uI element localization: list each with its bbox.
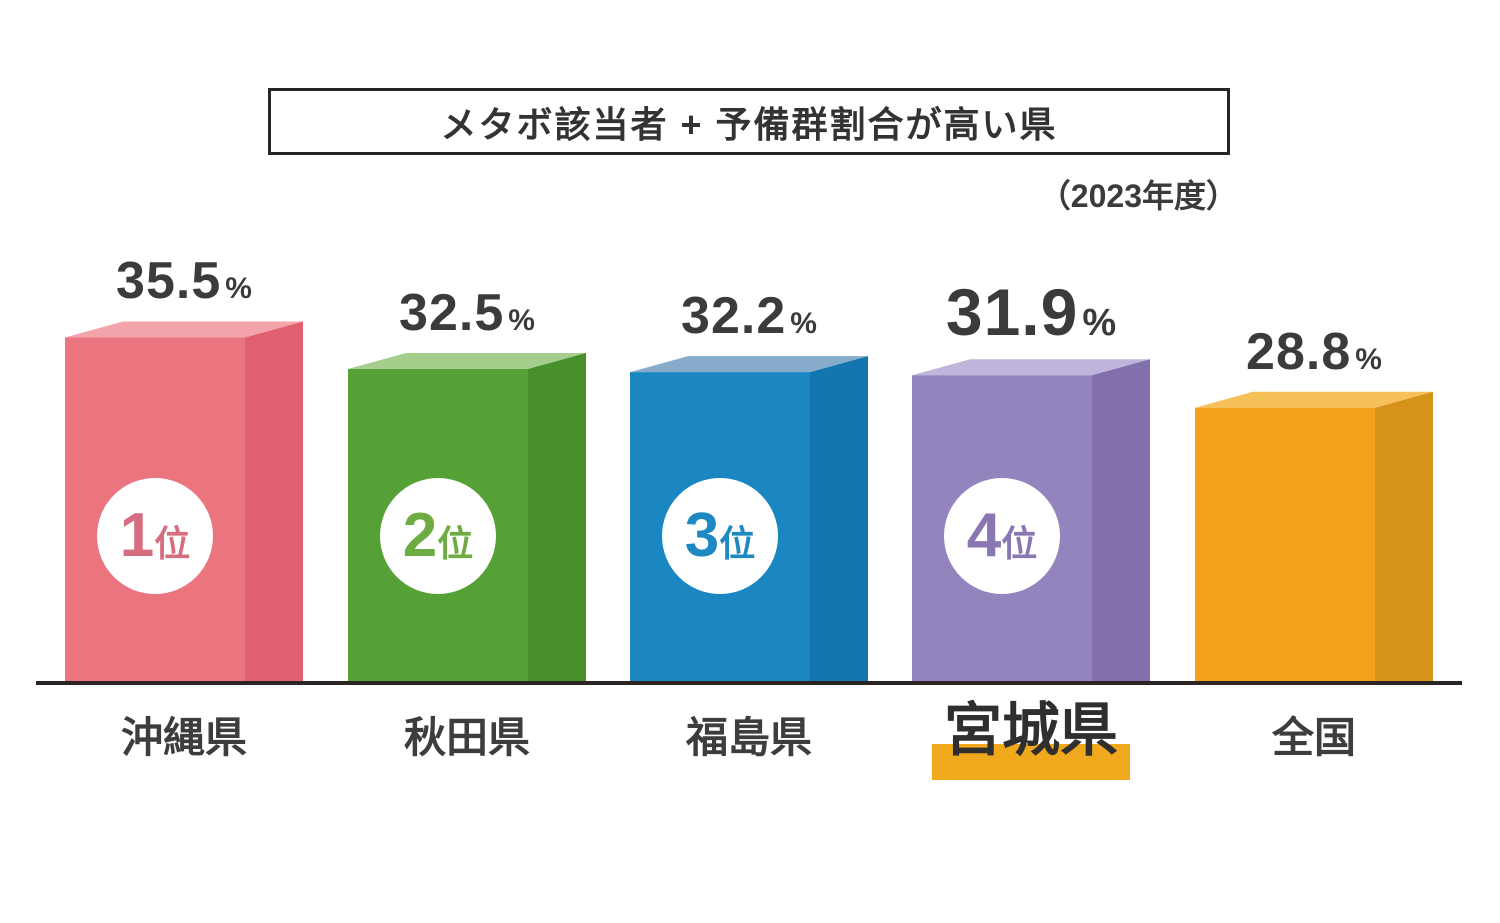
rank-badge: 3位 bbox=[662, 478, 778, 594]
category-label: 沖縄県 bbox=[25, 714, 343, 762]
bar-side-face bbox=[1375, 391, 1433, 685]
category-label: 宮城県 bbox=[872, 698, 1190, 780]
category-label: 全国 bbox=[1155, 714, 1473, 762]
rank-suffix: 位 bbox=[154, 523, 191, 564]
value-unit: % bbox=[1355, 342, 1382, 376]
rank-number: 2 bbox=[402, 501, 438, 570]
rank-badge: 1位 bbox=[97, 478, 213, 594]
category-label: 秋田県 bbox=[308, 714, 626, 762]
chart-title-box: メタボ該当者 + 予備群割合が高い県 bbox=[268, 88, 1230, 155]
category-text: 宮城県 bbox=[931, 698, 1130, 780]
rank-badge: 2位 bbox=[380, 478, 496, 594]
bar-top-face bbox=[912, 359, 1150, 376]
category-text: 沖縄県 bbox=[120, 714, 247, 761]
category-text: 全国 bbox=[1271, 714, 1356, 761]
bar-top-face bbox=[65, 321, 303, 338]
value-unit: % bbox=[1082, 302, 1117, 345]
bar-side-face bbox=[1092, 359, 1150, 685]
value-label: 32.2% bbox=[600, 290, 898, 342]
value-unit: % bbox=[508, 303, 535, 337]
bar-top-face bbox=[630, 356, 868, 373]
rank-number: 4 bbox=[966, 501, 1002, 570]
bar-top-face bbox=[1195, 391, 1433, 408]
x-axis-line bbox=[36, 681, 1462, 685]
value-unit: % bbox=[225, 272, 252, 306]
rank-badge: 4位 bbox=[944, 478, 1060, 594]
bar-side-face bbox=[810, 356, 868, 685]
bar-front-face bbox=[1195, 407, 1375, 685]
value-unit: % bbox=[790, 307, 817, 341]
category-label: 福島県 bbox=[590, 714, 908, 762]
value-label: 32.5% bbox=[318, 287, 616, 339]
bar-side-face bbox=[528, 352, 586, 685]
value-number: 31.9 bbox=[945, 275, 1079, 350]
rank-number: 1 bbox=[119, 501, 155, 570]
rank-suffix: 位 bbox=[719, 523, 756, 564]
chart-title: メタボ該当者 + 予備群割合が高い県 bbox=[440, 103, 1058, 145]
rank-suffix: 位 bbox=[437, 523, 474, 564]
rank-label: 4位 bbox=[967, 505, 1038, 567]
category-text: 福島県 bbox=[685, 714, 812, 761]
rank-suffix: 位 bbox=[1001, 523, 1038, 564]
category-text: 秋田県 bbox=[403, 714, 530, 761]
rank-label: 2位 bbox=[403, 505, 474, 567]
rank-label: 3位 bbox=[685, 505, 756, 567]
value-number: 28.8 bbox=[1246, 322, 1352, 381]
value-label: 35.5% bbox=[35, 255, 333, 307]
rank-number: 3 bbox=[684, 501, 720, 570]
value-label: 31.9% bbox=[882, 279, 1180, 345]
bar-side-face bbox=[245, 321, 303, 685]
bar-top-face bbox=[348, 352, 586, 369]
rank-label: 1位 bbox=[120, 505, 191, 567]
value-number: 35.5 bbox=[116, 252, 222, 311]
value-number: 32.5 bbox=[399, 283, 505, 342]
value-number: 32.2 bbox=[681, 287, 787, 346]
value-label: 28.8% bbox=[1165, 326, 1463, 378]
category-highlight bbox=[931, 743, 1130, 780]
chart-subtitle: （2023年度） bbox=[1038, 178, 1238, 214]
